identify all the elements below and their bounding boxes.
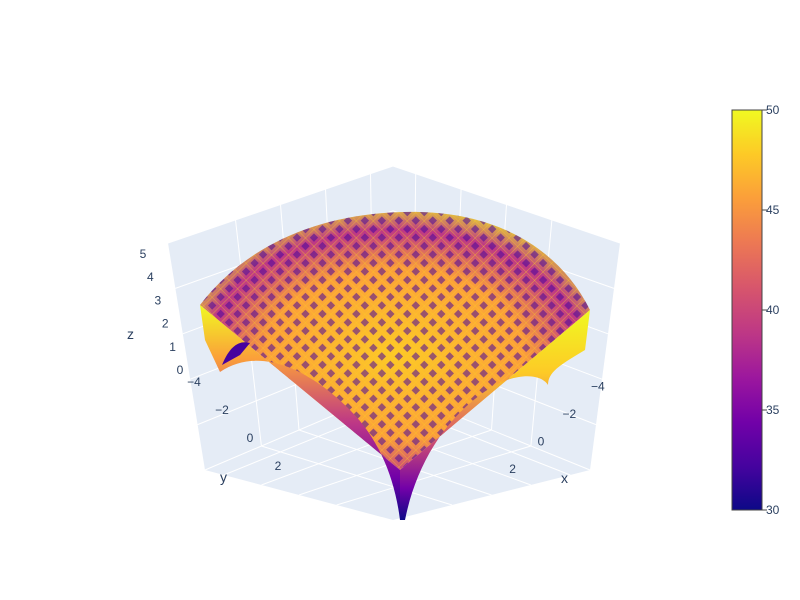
z-tick-label: 5	[140, 247, 147, 261]
y-axis-ticks: −4 −2 0 2	[187, 375, 282, 473]
y-axis-title: y	[220, 469, 227, 485]
y-tick-label: 0	[247, 431, 254, 445]
z-tick-label: 2	[162, 317, 169, 331]
colorbar-gradient	[731, 109, 763, 511]
x-tick-label: −4	[591, 380, 605, 394]
colorbar-tick-label: 40	[766, 303, 780, 317]
y-tick-label: 2	[275, 459, 282, 473]
colorbar: 30 35 40 45 50	[731, 103, 780, 517]
x-tick-label: −2	[563, 407, 577, 421]
colorbar-tick-label: 50	[766, 103, 780, 117]
surface-wall-left	[200, 305, 400, 520]
x-axis-ticks: −4 −2 0 2	[509, 380, 605, 476]
z-grid-line	[167, 165, 621, 244]
x-grid-line-floor	[261, 445, 453, 506]
z-tick-label: 3	[154, 293, 161, 307]
colorbar-ticks: 30 35 40 45 50	[762, 103, 780, 517]
y-tick-label: −4	[187, 375, 201, 389]
z-tick-label: 1	[169, 340, 176, 354]
z-tick-label: 4	[147, 270, 154, 284]
surface-mesh	[200, 211, 590, 470]
surface-wall-right	[400, 310, 590, 520]
x-tick-label: 0	[538, 435, 545, 449]
colorbar-tick-label: 30	[766, 503, 780, 517]
x-axis-title: x	[561, 470, 568, 486]
x-tick-label: 2	[509, 462, 516, 476]
z-axis-title: z	[127, 326, 134, 342]
z-tick-label: 0	[177, 363, 184, 377]
colorbar-tick-label: 45	[766, 203, 780, 217]
surface-inner-arch	[222, 342, 250, 365]
surface-plot	[200, 211, 590, 520]
colorbar-tick-label: 35	[766, 403, 780, 417]
y-tick-label: −2	[215, 403, 229, 417]
